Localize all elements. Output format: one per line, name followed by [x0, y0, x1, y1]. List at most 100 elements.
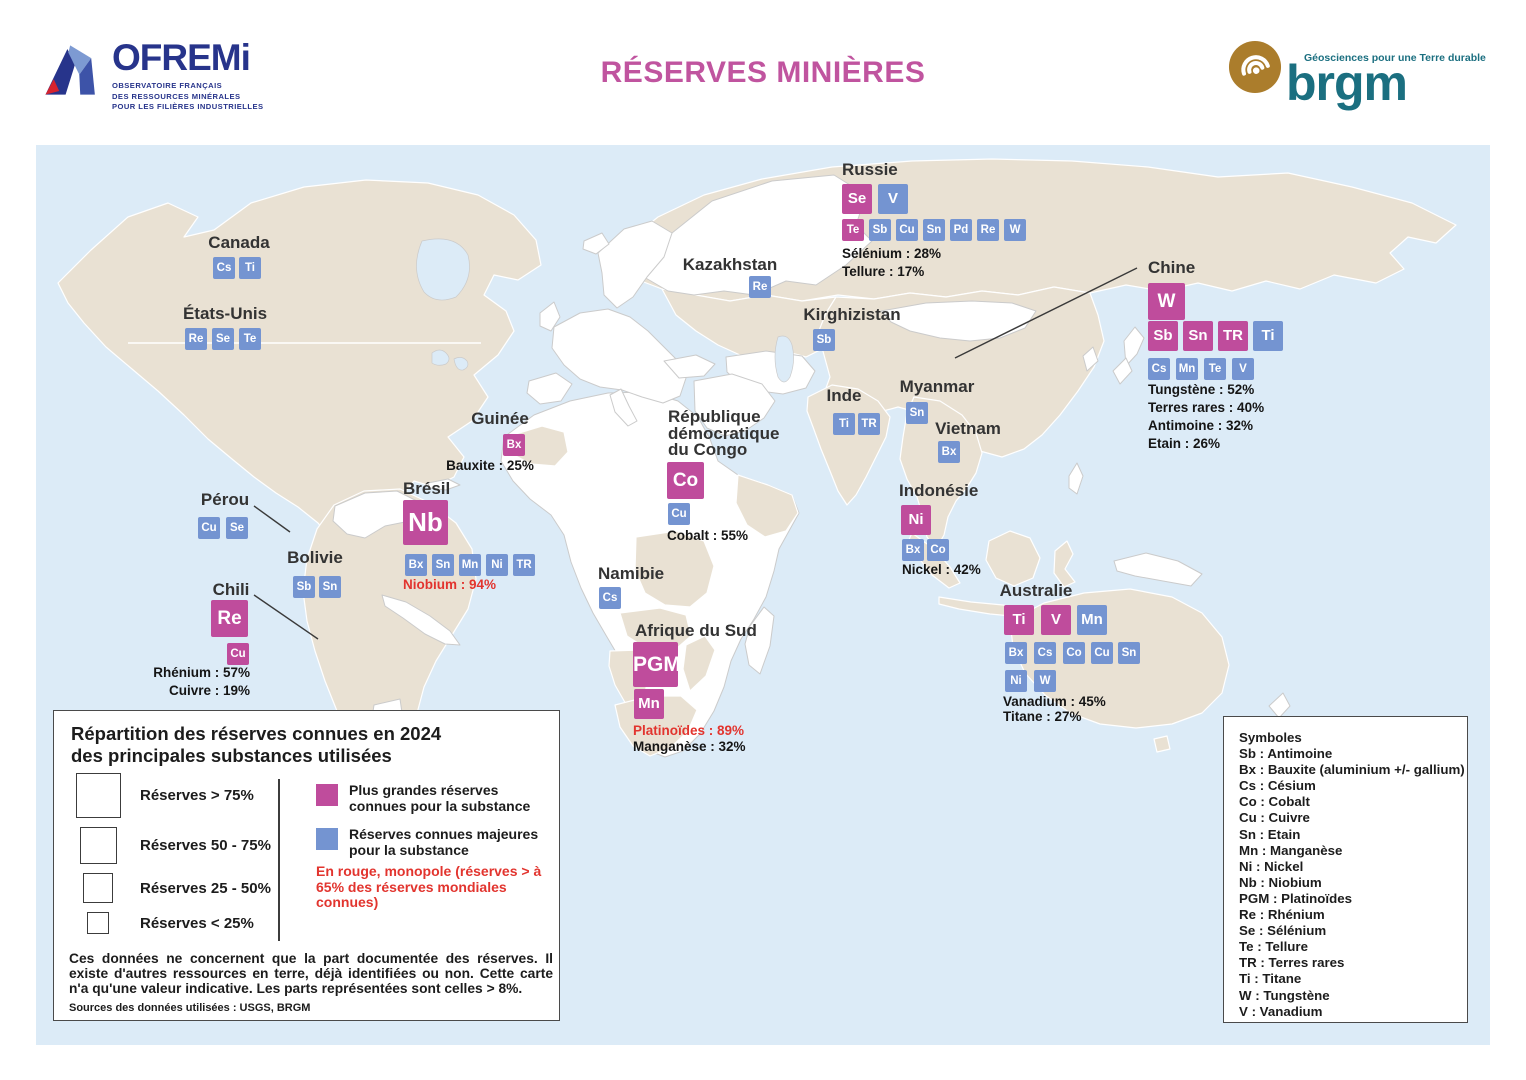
element-box-sn: Sn: [432, 554, 454, 576]
country-label-line: Afrique du Sud: [635, 621, 757, 640]
element-box-re: Re: [749, 276, 771, 298]
country-label-line: démocratique: [668, 423, 780, 443]
note-line: Terres rares : 40%: [1148, 400, 1265, 415]
country-label-canada: Canada: [208, 234, 269, 252]
country-label-australie: Australie: [1000, 582, 1073, 600]
symbols-title: Symboles: [1239, 730, 1302, 745]
land-iceland: [582, 232, 610, 255]
legend-size-swatch: [87, 912, 109, 934]
element-box-ti: Ti: [1004, 605, 1034, 635]
land-horn-of-africa: [735, 474, 799, 538]
element-box-re: Re: [185, 328, 207, 350]
page-title: RÉSERVES MINIÈRES: [600, 56, 926, 89]
country-label-vietnam: Vietnam: [935, 419, 1001, 438]
legend-size-swatch: [83, 873, 113, 903]
country-label-line: Brésil: [403, 479, 451, 498]
legend-box: Répartition des réserves connues en 2024…: [53, 710, 560, 1021]
element-box-sb: Sb: [869, 219, 891, 241]
element-box-tr: TR: [513, 554, 535, 576]
country-notes-chili: Rhénium : 57% Cuivre : 19%: [153, 664, 250, 700]
country-notes-republique-democratique-du-congo: Cobalt : 55%: [667, 528, 748, 544]
country-notes-indonesie: Nickel : 42%: [902, 562, 981, 578]
country-label-etats-unis: États-Unis: [182, 304, 268, 323]
note-line: Cobalt : 55%: [667, 528, 749, 543]
element-box-sn: Sn: [319, 576, 341, 598]
land-iberia: [526, 372, 573, 405]
element-box-se: Se: [226, 517, 248, 539]
symbol-entry-cu: Cu : Cuivre: [1239, 810, 1310, 826]
country-label-line: du Congo: [668, 440, 748, 459]
note-line: Manganèse : 32%: [633, 739, 746, 754]
legend-divider: [278, 779, 280, 941]
note-line: Bauxite : 25%: [446, 458, 534, 473]
element-box-bx: Bx: [405, 554, 427, 576]
symbol-entry-sb: Sb : Antimoine: [1239, 746, 1333, 762]
element-box-sn: Sn: [1183, 321, 1213, 351]
symbol-entry-v: V : Vanadium: [1239, 1003, 1323, 1019]
symbol-entry-ni: Ni : Nickel: [1239, 858, 1304, 874]
ofremi-tagline: OBSERVATOIRE FRANÇAIS DES RESSOURCES MIN…: [112, 81, 264, 111]
element-box-ni: Ni: [1005, 670, 1027, 692]
country-label-line: Guinée: [471, 409, 529, 428]
country-label-line: États-Unis: [182, 304, 268, 323]
note-line: Antimoine : 32%: [1148, 418, 1254, 433]
element-box-mn: Mn: [1176, 358, 1198, 380]
element-box-co: Co: [927, 539, 949, 561]
country-label-chine: Chine: [1148, 259, 1195, 277]
element-box-v: V: [1232, 358, 1254, 380]
land-north-america: [57, 179, 542, 598]
country-label-perou: Pérou: [200, 490, 250, 509]
legend-title: Répartition des réserves connues en 2024…: [71, 723, 442, 766]
legend-size-swatch-cell: [72, 827, 124, 864]
element-box-sn: Sn: [906, 402, 928, 424]
ofremi-text: OFREMi OBSERVATOIRE FRANÇAIS DES RESSOUR…: [112, 38, 264, 113]
legend-size-label: Réserves < 25%: [140, 914, 254, 932]
header: OFREMi OBSERVATOIRE FRANÇAIS DES RESSOUR…: [0, 0, 1526, 145]
land-scandinavia: [597, 220, 673, 309]
element-box-mn: Mn: [634, 689, 664, 719]
element-box-pd: Pd: [950, 219, 972, 241]
land-sulawesi: [1053, 540, 1076, 588]
ofremi-mountain-icon: [45, 45, 95, 95]
land-mozambique: [682, 635, 716, 692]
country-label-republique-democratique-du-congo: République démocratique du Congo: [668, 408, 780, 459]
element-box-ni: Ni: [901, 505, 931, 535]
element-box-pgm: PGM: [633, 642, 681, 687]
legend-color-label: Plus grandes réserves connues pour la su…: [349, 782, 531, 814]
symbol-entry-sn: Sn : Etain: [1239, 826, 1301, 842]
major-reserves-swatch: [316, 828, 338, 850]
legend-color-row-1: Réserves connues majeures pour la substa…: [316, 826, 551, 858]
symbol-entry-cs: Cs : Césium: [1239, 778, 1316, 794]
land-tasmania: [1153, 735, 1171, 753]
symbol-entry-co: Co : Cobalt: [1239, 794, 1310, 810]
country-label-namibie: Namibie: [598, 565, 664, 583]
country-label-line: Kirghizistan: [803, 305, 901, 324]
legend-size-swatch-cell: [72, 873, 124, 903]
legend-color-label: Réserves connues majeures pour la substa…: [349, 826, 539, 858]
legend-size-label: Réserves 25 - 50%: [140, 879, 271, 897]
element-box-co: Co: [667, 462, 704, 499]
brgm-tagline: Géosciences pour une Terre durable: [1304, 52, 1486, 64]
legend-size-row-3: Réserves < 25%: [72, 912, 271, 934]
element-box-nb: Nb: [403, 500, 448, 545]
land-indochina: [899, 396, 983, 550]
country-label-bresil: Brésil: [403, 479, 451, 498]
country-label-line: Pérou: [200, 490, 250, 509]
land-congo: [634, 530, 715, 608]
country-label-line: Chili: [212, 580, 250, 599]
symbols-box: Symboles Sb : Antimoine Bx : Bauxite (alu…: [1223, 716, 1468, 1023]
legend-size-classes: Réserves > 75% Réserves 50 - 75% Réserves …: [72, 773, 271, 943]
country-notes-chine: Tungstène : 52% Terres rares : 40% Antimoi…: [1148, 381, 1264, 453]
element-box-te: Te: [239, 328, 261, 350]
symbol-entry-ti: Ti : Titane: [1239, 971, 1302, 987]
element-box-re: Re: [211, 600, 248, 637]
land-central-america: [381, 594, 461, 646]
country-label-line: Vietnam: [935, 419, 1001, 438]
note-line-monopoly: Platinoïdes : 89%: [633, 723, 745, 738]
legend-size-row-1: Réserves 50 - 75%: [72, 827, 271, 864]
symbol-entry-te: Te : Tellure: [1239, 939, 1308, 955]
symbol-entry-re: Re : Rhénium: [1239, 907, 1325, 923]
element-box-cu: Cu: [198, 517, 220, 539]
land-europe: [551, 308, 687, 404]
